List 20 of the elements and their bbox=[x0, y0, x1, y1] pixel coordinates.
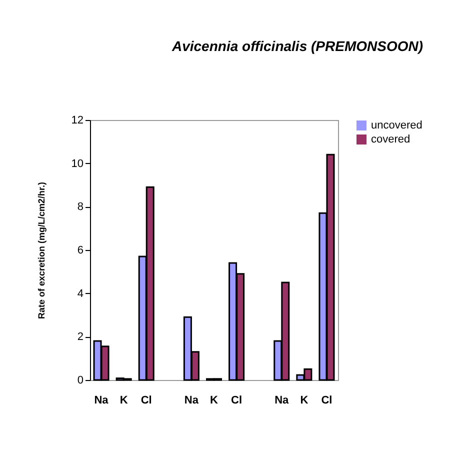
y-axis-title: Rate of excretion (mg/L/cm2/hr.) bbox=[36, 182, 46, 320]
x-tick-label: K bbox=[120, 394, 128, 406]
legend-label: uncovered bbox=[371, 120, 422, 132]
y-tick-label: 6 bbox=[77, 244, 84, 256]
y-tick-label: 4 bbox=[77, 288, 84, 300]
x-tick-label: Cl bbox=[321, 394, 332, 406]
x-tick-label: Na bbox=[184, 394, 200, 406]
legend-label: covered bbox=[371, 134, 410, 146]
y-tick-label: 12 bbox=[71, 114, 84, 126]
x-tick-label: Na bbox=[274, 394, 290, 406]
x-tick-label: K bbox=[300, 394, 308, 406]
x-tick-label: K bbox=[210, 394, 218, 406]
y-tick-label: 2 bbox=[77, 331, 84, 344]
y-tick-label: 10 bbox=[71, 158, 84, 170]
x-tick-label: Cl bbox=[140, 394, 152, 406]
x-tick-label: Na bbox=[94, 394, 110, 406]
x-tick-label: Cl bbox=[231, 394, 242, 406]
y-tick-label: 8 bbox=[77, 201, 84, 214]
chart-title: Avicennia officinalis (PREMONSOON) bbox=[170, 38, 424, 54]
y-tick-label: 0 bbox=[77, 374, 84, 386]
